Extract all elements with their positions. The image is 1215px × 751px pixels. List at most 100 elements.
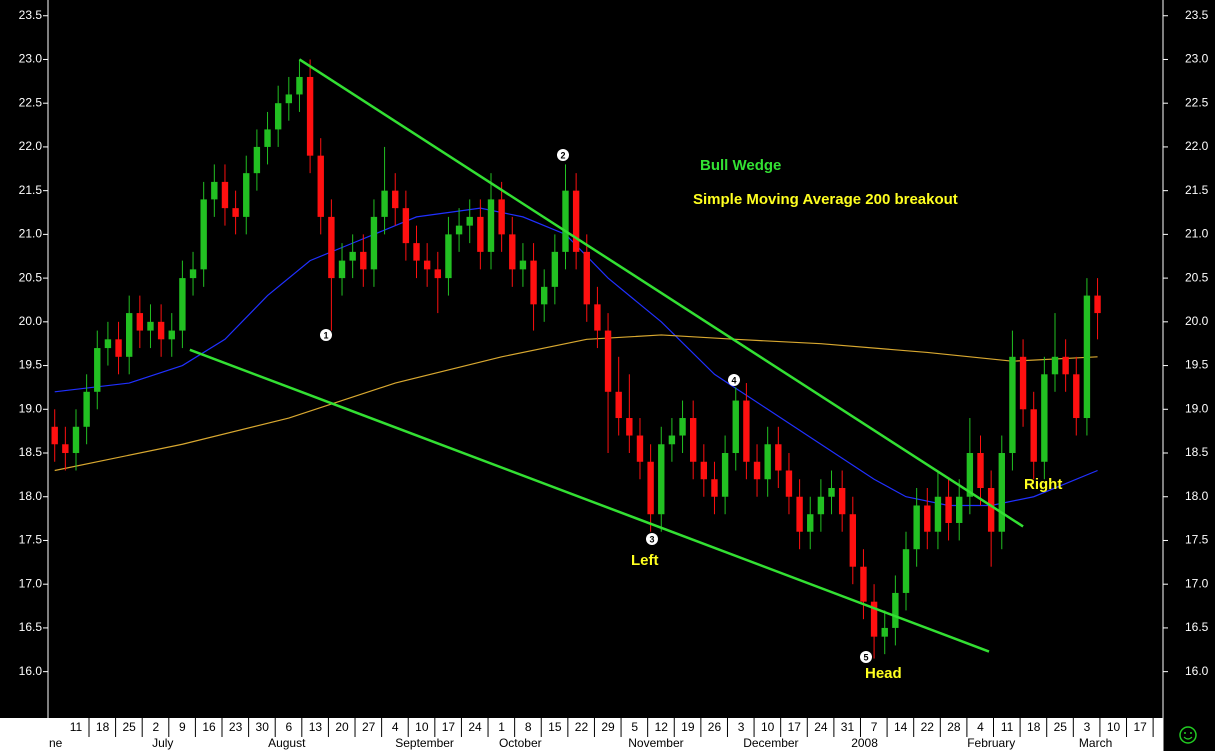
candle-body	[466, 216, 473, 226]
candle-body	[306, 76, 314, 156]
y-tick-label: 19.5	[19, 358, 43, 372]
y-tick-label: 16.0	[19, 664, 43, 678]
y-tick-label: 18.0	[19, 489, 43, 503]
y-tick-label: 23.0	[19, 52, 43, 66]
month-label: July	[152, 736, 173, 750]
y-tick-label: 17.0	[19, 576, 43, 590]
x-tick-label: 18	[96, 720, 110, 734]
candle-body	[72, 426, 80, 454]
x-tick-label: 28	[947, 720, 961, 734]
point-marker-label: 3	[649, 534, 654, 544]
x-tick-label: 11	[70, 720, 83, 734]
candle-body	[881, 627, 888, 637]
x-tick-label: 10	[761, 720, 775, 734]
candle-body	[285, 94, 293, 104]
candle-body	[487, 199, 495, 252]
candle-body	[253, 146, 261, 174]
x-tick-label: 29	[601, 720, 615, 734]
candle-body	[956, 496, 963, 523]
candle-body	[62, 444, 69, 454]
candle-body	[913, 505, 920, 550]
candle-body	[274, 103, 282, 130]
candle-body	[764, 444, 771, 480]
candle-body	[689, 418, 697, 462]
date-strip	[0, 718, 1163, 751]
candle-body	[349, 251, 356, 261]
candle-body	[785, 470, 793, 497]
candle-body	[700, 461, 708, 480]
candle-body	[902, 549, 910, 593]
candle-body	[51, 426, 58, 445]
x-tick-label: 18	[1027, 720, 1041, 734]
month-label: October	[499, 736, 542, 750]
month-label: ne	[49, 736, 63, 750]
candle-body	[636, 435, 644, 462]
candle-body	[987, 487, 995, 532]
y-tick-label: 19.5	[1185, 358, 1209, 372]
candle-body	[1009, 356, 1016, 454]
candle-body	[317, 155, 324, 217]
y-tick-label: 23.0	[1185, 52, 1209, 66]
candle-body	[392, 190, 399, 209]
x-tick-label: 24	[468, 720, 482, 734]
x-tick-label: 20	[335, 720, 349, 734]
candle-body	[924, 505, 931, 532]
y-tick-label: 23.5	[1185, 8, 1209, 22]
candle-body	[934, 496, 942, 532]
x-tick-label: 14	[894, 720, 908, 734]
point-marker	[728, 374, 740, 386]
month-label: September	[395, 736, 454, 750]
candle-body	[498, 199, 505, 235]
y-tick-label: 21.0	[19, 227, 43, 241]
candle-body	[328, 216, 335, 279]
y-tick-label: 18.5	[1185, 445, 1209, 459]
candle-body	[977, 453, 984, 488]
candle-body	[509, 234, 516, 270]
candle-body	[807, 514, 814, 532]
month-label: March	[1079, 736, 1112, 750]
candle-body	[83, 391, 90, 427]
candle-body	[296, 76, 303, 95]
point-marker	[557, 149, 569, 161]
candle-body	[541, 286, 548, 305]
x-tick-label: 13	[309, 720, 323, 734]
y-tick-label: 22.0	[19, 139, 43, 153]
candle-body	[721, 453, 729, 497]
candle-body	[647, 461, 654, 515]
y-tick-label: 20.0	[19, 314, 43, 328]
x-tick-label: 27	[362, 720, 376, 734]
candle-body	[530, 260, 537, 305]
candle-body	[658, 444, 665, 515]
point-marker-label: 2	[560, 150, 565, 160]
candle-body	[1083, 295, 1091, 419]
month-label: December	[743, 736, 798, 750]
candle-body	[455, 225, 463, 235]
candle-body	[945, 496, 952, 523]
candle-body	[615, 391, 622, 419]
x-tick-label: 22	[575, 720, 589, 734]
y-tick-label: 18.0	[1185, 489, 1209, 503]
y-tick-label: 22.5	[1185, 95, 1209, 109]
candle-body	[583, 251, 590, 305]
point-marker-label: 4	[731, 375, 736, 385]
candle-body	[892, 592, 899, 628]
x-tick-label: 2	[152, 720, 159, 734]
annotation: Bull Wedge	[700, 157, 781, 174]
x-tick-label: 23	[229, 720, 243, 734]
candle-body	[626, 418, 633, 436]
candle-body	[232, 208, 239, 217]
x-tick-label: 31	[841, 720, 855, 734]
x-tick-label: 16	[202, 720, 216, 734]
y-tick-label: 20.0	[1185, 314, 1209, 328]
candle-body	[434, 269, 441, 279]
candle-body	[753, 461, 761, 480]
moving-average	[54, 334, 1098, 472]
point-marker	[320, 329, 332, 341]
status-icon	[1179, 726, 1197, 744]
candle-body	[168, 330, 175, 340]
candle-body	[445, 234, 452, 279]
x-tick-label: 4	[392, 720, 399, 734]
annotation: Left	[631, 552, 659, 569]
month-label: November	[628, 736, 683, 750]
